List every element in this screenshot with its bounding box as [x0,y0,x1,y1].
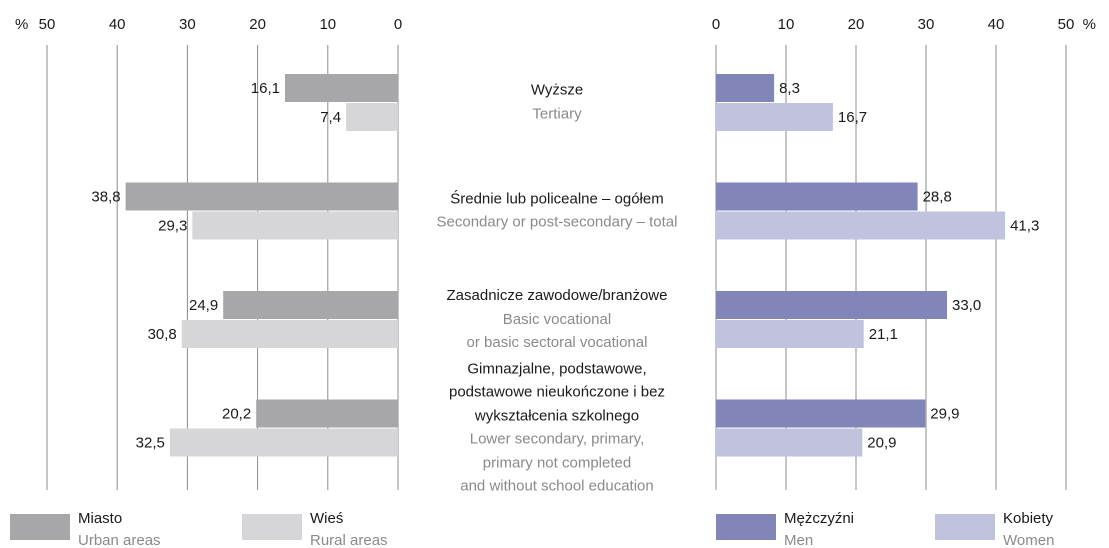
legend-label: Wieś [310,510,343,527]
value-label: 28,8 [923,188,952,205]
category-name: Wyższe [530,81,584,99]
legend-swatch [242,514,302,540]
category-name-en: Tertiary [532,105,582,122]
bar [716,182,918,211]
legend-swatch [10,514,70,540]
value-label: 32,5 [136,434,165,451]
legend-sublabel: Men [784,532,813,548]
category-name-en: Basic vocational or basic sectoral vocat… [466,310,648,351]
bar [716,399,926,428]
x-tick-label: 50 [1058,16,1075,33]
value-label: 24,9 [189,297,218,314]
value-label: 7,4 [320,109,341,126]
category-name-en: Lower secondary, primary, primary not co… [460,430,654,495]
value-label: 33,0 [952,297,981,314]
bar [181,320,398,348]
legend-label: Miasto [78,510,122,527]
x-tick-label: 50 [39,16,56,33]
x-tick-label: 0 [394,16,402,33]
axis-unit: % [15,16,28,33]
bar [716,320,864,348]
x-tick-label: 10 [319,16,336,33]
bar [716,103,833,131]
legend-label: Mężczyźni [784,510,854,527]
bar [346,103,398,131]
x-tick-label: 10 [778,16,795,33]
value-label: 20,2 [222,405,251,422]
x-tick-label: 40 [109,16,126,33]
bar [192,211,398,240]
x-tick-label: 40 [988,16,1005,33]
category-label: Wyższe Tertiary [407,79,707,126]
value-label: 29,9 [930,405,959,422]
value-label: 20,9 [867,434,896,451]
category-name: Zasadnicze zawodowe/branżowe [446,286,668,304]
x-tick-label: 30 [918,16,935,33]
legend-swatch [935,514,995,540]
x-tick-label: 0 [712,16,720,33]
value-label: 41,3 [1010,217,1039,234]
category-label: Średnie lub policealne – ogółem Secondary… [407,187,707,234]
bar [716,291,947,319]
category-name: Średnie lub policealne – ogółem [450,190,664,207]
bar [223,291,398,319]
value-label: 8,3 [779,80,800,97]
bar [716,74,775,102]
value-label: 38,8 [91,188,120,205]
axis-unit: % [1083,16,1096,33]
category-name: Gimnazjalne, podstawowe, podstawowe nieu… [449,360,665,424]
legend-label: Kobiety [1003,510,1054,527]
value-label: 29,3 [158,217,187,234]
value-label: 30,8 [148,326,177,343]
category-name-en: Secondary or post-secondary – total [436,213,678,231]
bar [284,74,398,102]
x-tick-label: 30 [179,16,196,33]
legend-swatch [716,514,776,540]
x-tick-label: 20 [848,16,865,33]
x-tick-label: 20 [249,16,266,33]
legend-sublabel: Women [1003,532,1054,548]
value-label: 21,1 [869,326,898,343]
value-label: 16,7 [838,109,867,126]
legend-sublabel: Rural areas [310,532,388,548]
bar [716,428,863,457]
category-label: Zasadnicze zawodowe/branżowe Basic vocati… [407,284,707,355]
category-label: Gimnazjalne, podstawowe, podstawowe nieu… [407,357,707,498]
bar [125,182,399,211]
bar [716,211,1006,240]
bar [256,399,398,428]
value-label: 16,1 [251,80,280,97]
bar [169,428,398,457]
legend-sublabel: Urban areas [78,532,161,548]
